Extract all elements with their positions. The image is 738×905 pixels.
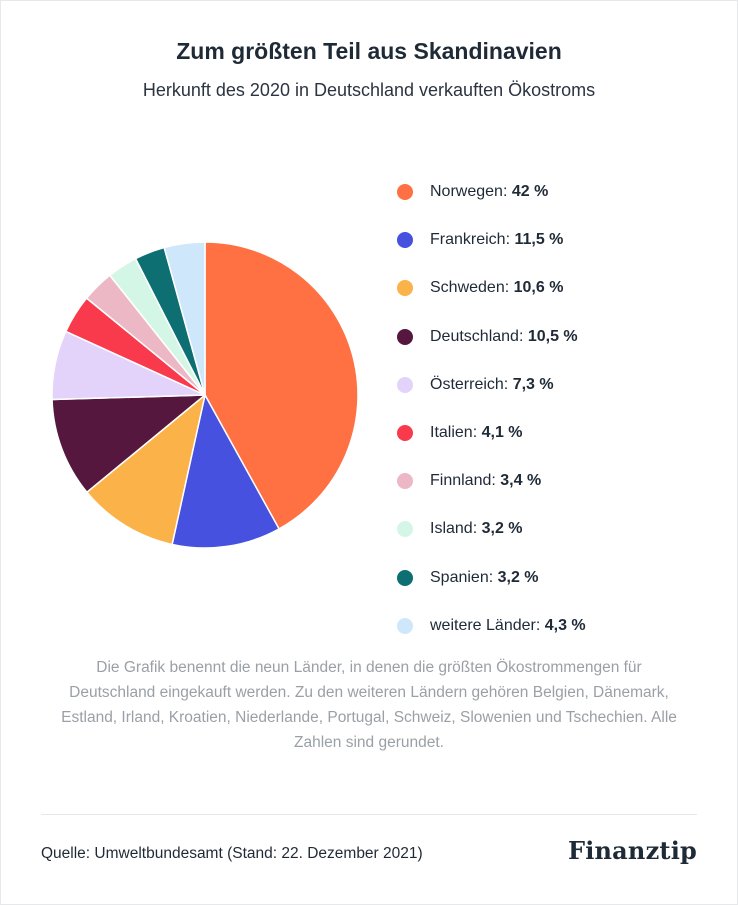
legend-value: 10,6 %	[513, 279, 564, 297]
legend-item: Schweden: 10,6 %	[397, 264, 586, 312]
pie-slice-0	[204, 241, 359, 530]
legend-swatch	[397, 521, 413, 538]
chart-subtitle: Herkunft des 2020 in Deutschland verkauf…	[142, 80, 596, 100]
legend-value: 42 %	[511, 183, 549, 201]
legend-value: 4,3 %	[544, 616, 586, 634]
chart-legend: Norwegen: 42 % Frankreich: 11,5 % Schweden…	[397, 168, 586, 650]
legend-item: Spanien: 3,2 %	[397, 554, 586, 602]
legend-item: Italien: 4,1 %	[397, 409, 586, 457]
legend-label: Island	[430, 520, 473, 538]
legend-item: Frankreich: 11,5 %	[397, 216, 586, 264]
legend-label: Italien	[430, 424, 473, 442]
legend-value: 7,3 %	[512, 375, 554, 393]
legend-swatch	[397, 569, 413, 586]
legend-label: Österreich	[430, 375, 504, 393]
footer-divider	[41, 814, 697, 815]
legend-value: 10,5 %	[527, 327, 578, 345]
legend-value: 4,1 %	[481, 424, 523, 442]
legend-swatch	[397, 280, 413, 297]
legend-separator: :	[518, 327, 528, 345]
source-text: Quelle: Umweltbundesamt (Stand: 22. Deze…	[41, 845, 423, 862]
legend-swatch	[397, 473, 413, 490]
legend-label: Schweden	[430, 279, 505, 297]
legend-separator: :	[472, 520, 482, 538]
legend-item: Österreich: 7,3 %	[397, 361, 586, 409]
legend-swatch	[397, 328, 413, 345]
legend-value: 3,2 %	[481, 520, 523, 538]
legend-value: 3,4 %	[500, 472, 542, 490]
legend-separator: :	[472, 424, 482, 442]
pie-slice-3	[51, 394, 206, 494]
chart-note: Die Grafik benennt die neun Länder, in d…	[61, 659, 677, 751]
legend-value: 11,5 %	[514, 231, 564, 249]
legend-item: Deutschland: 10,5 %	[397, 313, 586, 361]
legend-separator: :	[491, 472, 501, 490]
legend-swatch	[397, 232, 413, 249]
legend-label: Deutschland	[430, 327, 519, 345]
finanztip-logo: Finanztip	[567, 836, 697, 865]
legend-separator: :	[535, 616, 545, 634]
pie-slice-9	[163, 241, 206, 396]
legend-label: Frankreich	[430, 231, 506, 249]
legend-item: weitere Länder: 4,3 %	[397, 602, 586, 650]
legend-label: Finnland	[430, 472, 492, 490]
legend-label: weitere Länder	[430, 616, 536, 634]
legend-swatch	[397, 617, 413, 634]
chart-title: Zum größten Teil aus Skandinavien	[176, 38, 562, 64]
legend-label: Norwegen	[430, 183, 503, 201]
legend-swatch	[397, 425, 413, 442]
pie-slice-2	[86, 394, 206, 546]
legend-swatch	[397, 184, 413, 201]
legend-separator: :	[502, 183, 512, 201]
pie-chart	[51, 241, 359, 549]
legend-value: 3,2 %	[497, 568, 539, 586]
legend-item: Finnland: 3,4 %	[397, 457, 586, 505]
legend-swatch	[397, 376, 413, 393]
pie-slice-1	[171, 394, 280, 549]
legend-separator: :	[505, 231, 515, 249]
legend-item: Island: 3,2 %	[397, 505, 586, 553]
legend-separator: :	[488, 568, 498, 586]
legend-separator: :	[503, 375, 513, 393]
legend-label: Spanien	[430, 568, 489, 586]
legend-item: Norwegen: 42 %	[397, 168, 586, 216]
legend-separator: :	[504, 279, 514, 297]
